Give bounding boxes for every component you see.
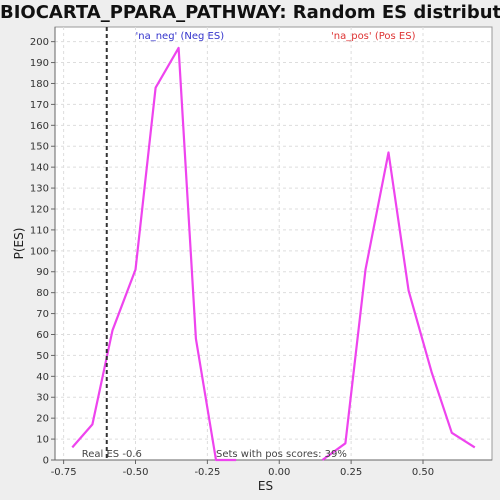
pos-scores-annotation: Sets with pos scores: 39% [216, 449, 347, 460]
axes: 0 10 20 30 40 50 60 70 80 90 100 110 120 130 140 150 160… [30, 27, 492, 478]
y-tick-label: 140 [30, 163, 49, 174]
chart-labels: ES P(ES) Sets with pos scores: 39% 'na_neg'… [12, 31, 416, 493]
series-line [321, 151, 476, 461]
y-tick-label: 160 [30, 121, 49, 132]
y-tick-label: 50 [36, 351, 49, 362]
series-lines [71, 46, 476, 462]
x-tick-label: -0.25 [194, 467, 220, 478]
y-tick-label: 20 [36, 414, 49, 425]
series-line [71, 46, 237, 462]
legend-neg: 'na_neg' (Neg ES) [136, 31, 225, 42]
x-axis-label: ES [258, 479, 273, 493]
y-tick-label: 10 [36, 435, 49, 446]
real-es-label: Real ES -0.6 [82, 449, 142, 460]
y-tick-label: 150 [30, 142, 49, 153]
plot-area [54, 26, 493, 461]
y-tick-label: 190 [30, 58, 49, 69]
y-tick-label: 110 [30, 225, 49, 236]
y-tick-label: 40 [36, 372, 49, 383]
y-tick-label: 70 [36, 309, 49, 320]
y-tick-label: 120 [30, 204, 49, 215]
x-tick-label: -0.75 [51, 467, 77, 478]
y-axis-label: P(ES) [12, 228, 26, 260]
y-tick-label: 90 [36, 267, 49, 278]
real-es-marker: Real ES -0.6 [82, 27, 142, 460]
grid-lines [55, 27, 492, 461]
chart-title: BIOCARTA_PPARA_PATHWAY: Random ES distri… [0, 2, 500, 23]
y-tick-label: 0 [43, 456, 49, 467]
y-tick-label: 200 [30, 37, 49, 48]
y-tick-label: 30 [36, 393, 49, 404]
y-tick-label: 100 [30, 246, 49, 257]
y-tick-label: 130 [30, 184, 49, 195]
x-tick-label: 0.00 [268, 467, 290, 478]
y-tick-label: 180 [30, 79, 49, 90]
x-tick-label: 0.25 [340, 467, 362, 478]
y-tick-label: 80 [36, 288, 49, 299]
x-tick-label: 0.50 [412, 467, 434, 478]
y-tick-label: 60 [36, 330, 49, 341]
legend-pos: 'na_pos' (Pos ES) [331, 31, 416, 42]
x-tick-label: -0.50 [123, 467, 149, 478]
y-tick-label: 170 [30, 100, 49, 111]
